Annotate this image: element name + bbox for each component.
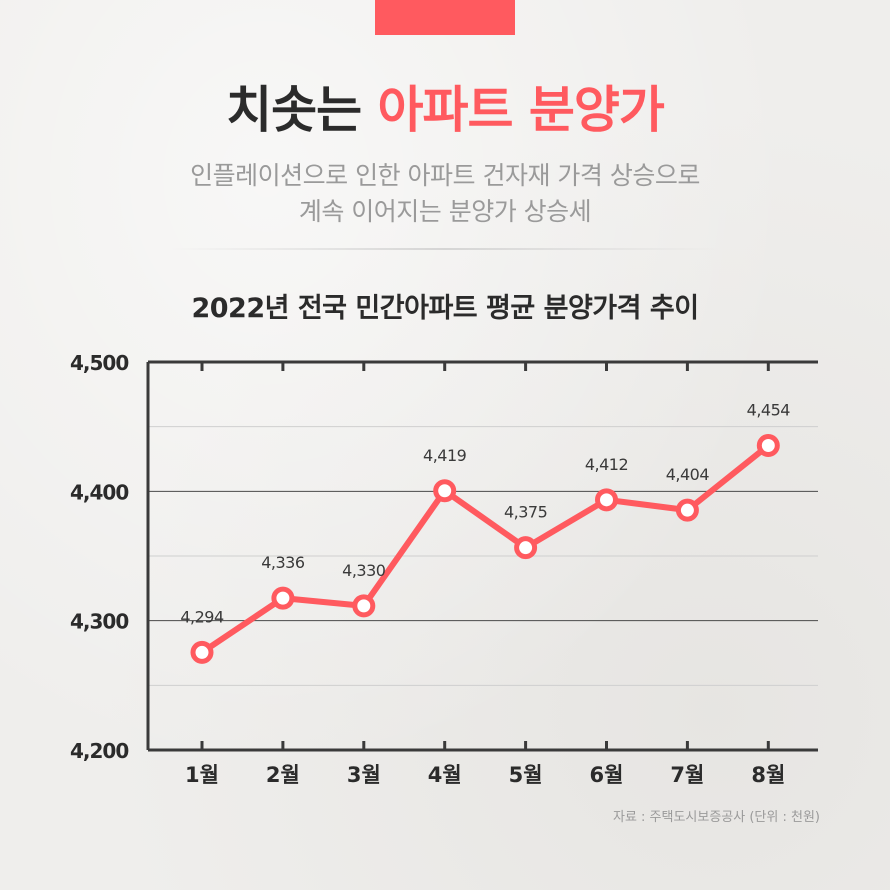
data-point	[352, 594, 376, 618]
data-label: 4,419	[423, 446, 467, 465]
data-point	[595, 488, 618, 512]
data-label: 4,412	[585, 455, 628, 474]
data-label: 4,454	[747, 400, 791, 419]
data-point	[190, 640, 214, 664]
x-tick-label: 7월	[670, 763, 704, 787]
data-point	[514, 536, 538, 560]
y-tick-label: 4,300	[70, 610, 128, 634]
subtitle: 인플레이션으로 인한 아파트 건자재 가격 상승으로 계속 이어지는 분양가 상…	[0, 158, 890, 230]
chart-title: 2022년 전국 민간아파트 평균 분양가격 추이	[191, 293, 699, 324]
x-tick-label: 3월	[347, 763, 381, 787]
data-label: 4,294	[180, 607, 224, 626]
data-label: 4,330	[342, 561, 386, 580]
data-label: 4,336	[261, 553, 305, 572]
data-point	[433, 479, 457, 503]
y-tick-label: 4,200	[70, 739, 128, 763]
x-tick-label: 8월	[751, 763, 785, 787]
data-label: 4,404	[666, 465, 710, 484]
headline: 치솟는 아파트 분양가	[0, 70, 890, 142]
data-label: 4,375	[504, 503, 547, 522]
subtitle-line-1: 인플레이션으로 인한 아파트 건자재 가격 상승으로	[190, 161, 700, 190]
subtitle-line-2: 계속 이어지는 분양가 상승세	[298, 197, 592, 226]
data-point	[756, 433, 780, 457]
y-tick-label: 4,400	[70, 480, 128, 504]
series-line	[199, 442, 772, 656]
headline-dark-text: 치솟는	[226, 81, 362, 139]
x-tick-label: 1월	[185, 763, 219, 787]
top-accent-bar	[375, 0, 515, 35]
x-tick-label: 4월	[428, 763, 462, 787]
headline-accent-text: 아파트 분양가	[377, 81, 665, 139]
data-point	[675, 498, 699, 522]
divider	[170, 248, 720, 250]
x-tick-label: 5월	[509, 763, 543, 787]
x-tick-label: 2월	[266, 763, 300, 787]
x-tick-label: 6월	[590, 763, 624, 787]
y-tick-label: 4,500	[70, 351, 128, 375]
data-point	[271, 586, 295, 610]
source-note: 자료 : 주택도시보증공사 (단위 : 천원)	[612, 810, 820, 825]
